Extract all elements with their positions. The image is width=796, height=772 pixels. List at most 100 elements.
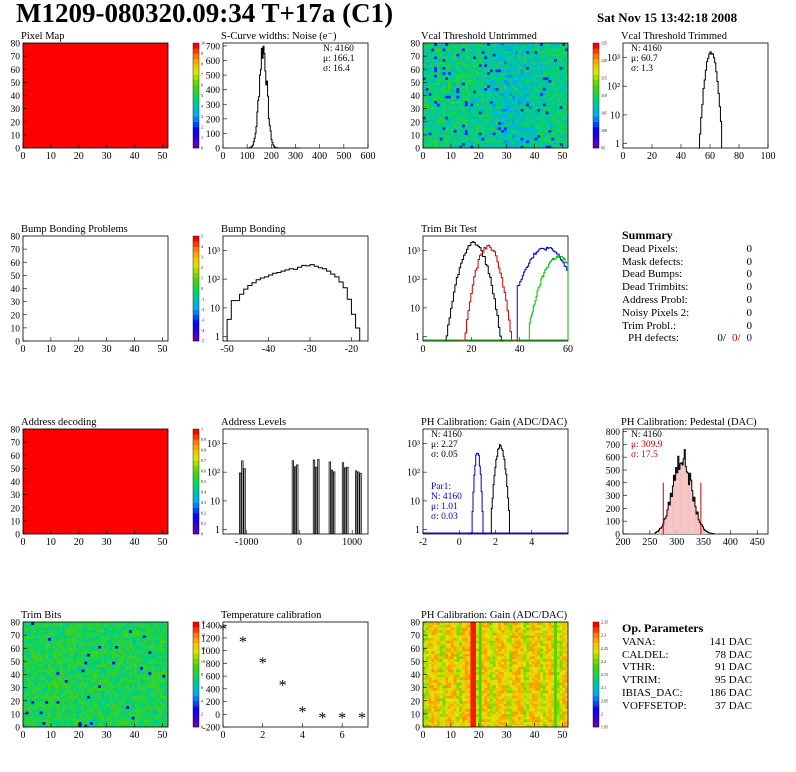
heatmap-cell — [537, 124, 541, 128]
heatmap-cell — [481, 129, 485, 133]
heatmap-cell — [523, 77, 527, 81]
heatmap-cell — [137, 637, 141, 641]
heatmap-cell — [156, 679, 160, 683]
heatmap-cell — [473, 106, 477, 109]
heatmap-cell — [484, 108, 488, 112]
heatmap-cell — [481, 724, 485, 728]
heatmap-cell — [101, 713, 105, 717]
heatmap-cell — [134, 700, 138, 704]
heatmap-cell — [70, 685, 74, 688]
heatmap-cell — [509, 48, 513, 52]
heatmap-cell — [64, 645, 68, 649]
heatmap-cell — [517, 82, 521, 86]
heatmap-cell — [112, 622, 116, 625]
heatmap-cell — [551, 69, 555, 73]
colorbar-segment — [193, 53, 199, 60]
heatmap-cell — [436, 119, 441, 123]
heatmap-cell — [517, 719, 521, 723]
heatmap-cell — [462, 48, 466, 52]
heatmap-cell — [98, 716, 102, 720]
heatmap-cell — [112, 713, 116, 717]
colorbar-segment — [193, 299, 199, 305]
heatmap-cell — [53, 692, 57, 696]
heatmap-cell — [134, 706, 138, 709]
y-tick-label: 500 — [606, 466, 621, 476]
heatmap-cell — [459, 95, 463, 99]
heatmap-cell — [545, 48, 549, 52]
pedestal-bar — [665, 516, 668, 534]
heatmap-cell — [523, 87, 527, 91]
heatmap-cell — [439, 108, 443, 112]
heatmap-cell — [545, 71, 549, 75]
heatmap-cell — [523, 100, 527, 104]
y-tick-label: 50 — [11, 658, 21, 668]
heatmap-cell — [162, 637, 166, 641]
heatmap-cell — [523, 108, 527, 112]
heatmap-cell — [503, 90, 507, 94]
heatmap-cell — [84, 645, 88, 649]
heatmap-cell — [498, 119, 502, 123]
heatmap-cell — [120, 677, 124, 681]
heatmap-cell — [431, 69, 435, 73]
heatmap-cell — [92, 690, 96, 694]
heatmap-cell — [156, 666, 160, 670]
heatmap-cell — [501, 79, 505, 83]
heatmap-cell — [520, 48, 524, 52]
heatmap-cell — [103, 711, 107, 715]
heatmap-cell — [140, 622, 144, 625]
heatmap-cell — [48, 671, 52, 675]
heatmap-cell — [495, 58, 499, 62]
heatmap-cell — [137, 640, 141, 644]
heatmap-cell — [436, 58, 441, 62]
heatmap-cell — [115, 721, 119, 725]
heatmap-cell — [134, 637, 138, 641]
heatmap-cell — [95, 719, 99, 723]
heatmap-cell — [126, 650, 130, 654]
heatmap-cell — [509, 71, 513, 75]
y-tick-label: 0 — [215, 711, 220, 721]
heatmap-cell — [62, 645, 66, 649]
heatmap-cell — [456, 140, 460, 144]
y-tick-label: 600 — [206, 673, 221, 683]
heatmap-cell — [31, 645, 35, 649]
heatmap-cell — [154, 721, 158, 725]
heatmap-cell — [450, 87, 454, 91]
heatmap-cell — [562, 100, 566, 104]
heatmap-cell — [148, 661, 152, 665]
heatmap-cell — [509, 50, 513, 54]
heatmap-cell — [148, 687, 152, 691]
heatmap-cell — [59, 643, 63, 646]
heatmap-cell — [484, 103, 488, 107]
heatmap-cell — [537, 48, 541, 52]
heatmap-cell — [445, 132, 449, 136]
heatmap-cell — [517, 79, 521, 83]
heatmap-cell — [484, 90, 488, 94]
heatmap-cell — [165, 650, 169, 654]
heatmap-cell — [534, 719, 538, 723]
heatmap-cell — [526, 82, 530, 86]
heatmap-cell — [459, 100, 463, 104]
heatmap-cell — [145, 656, 149, 660]
heatmap-cell — [462, 724, 466, 728]
heatmap-cell — [506, 145, 510, 149]
heatmap-cell — [89, 703, 94, 707]
heatmap-cell — [78, 650, 82, 654]
heatmap-cell — [542, 124, 546, 128]
heatmap-cell — [467, 134, 471, 138]
heatmap-cell — [154, 624, 158, 628]
heatmap-cell — [45, 656, 49, 660]
heatmap-cell — [59, 692, 63, 696]
heatmap-cell — [70, 677, 74, 681]
colorbar-segment — [193, 632, 199, 639]
heatmap-cell — [128, 645, 133, 649]
heatmap-cell — [526, 721, 530, 725]
heatmap-cell — [53, 713, 57, 717]
heatmap-cell — [540, 127, 544, 130]
x-tick-label: -2 — [419, 537, 427, 548]
heatmap-cell — [154, 692, 158, 696]
heatmap-cell — [450, 719, 454, 723]
heatmap-cell — [512, 127, 516, 130]
heatmap-cell — [75, 653, 80, 657]
heatmap-cell — [154, 643, 158, 646]
pedestal-bar — [672, 486, 674, 534]
